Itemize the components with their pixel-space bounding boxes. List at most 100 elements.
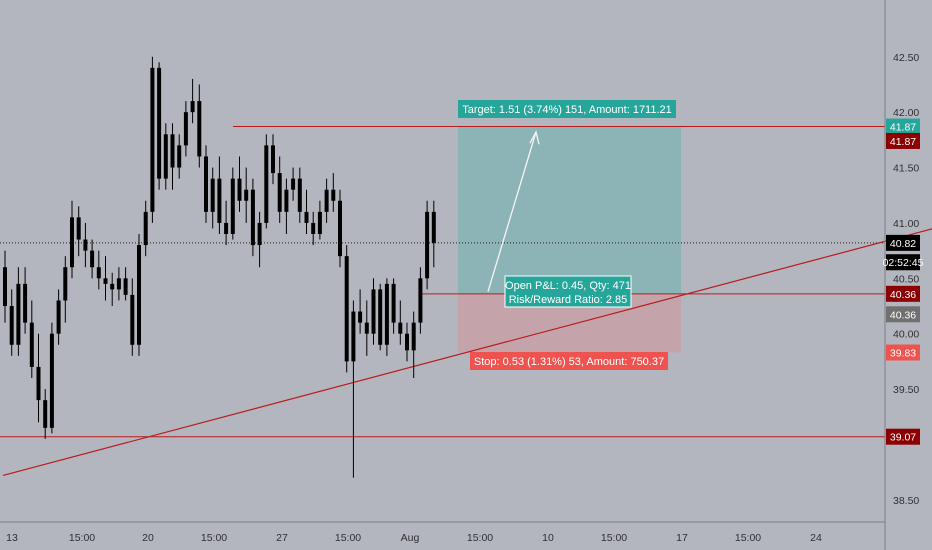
candle-body[interactable]: [150, 67, 155, 212]
candle-body[interactable]: [9, 306, 14, 345]
candle-body[interactable]: [90, 250, 95, 268]
price-tick-label: 38.50: [893, 495, 919, 507]
candle-body[interactable]: [405, 333, 409, 351]
candle-body[interactable]: [16, 283, 21, 345]
candle-body[interactable]: [3, 267, 7, 306]
time-tick-label: 24: [810, 532, 822, 544]
candle-body[interactable]: [284, 189, 289, 212]
price-badge: [886, 285, 920, 302]
candle-body[interactable]: [23, 283, 28, 323]
rr-label: Risk/Reward Ratio: 2.85: [509, 294, 628, 306]
candle-body[interactable]: [29, 322, 34, 367]
target-label-box: [458, 100, 676, 118]
time-tick-label: 15:00: [601, 532, 627, 544]
candle-body[interactable]: [36, 366, 41, 401]
price-tick-label: 40.50: [893, 273, 919, 285]
price-badge: [886, 234, 920, 251]
candle-body[interactable]: [250, 189, 255, 246]
candle-body[interactable]: [63, 267, 68, 301]
candle-body[interactable]: [277, 173, 282, 212]
candle-body[interactable]: [378, 289, 383, 345]
stop-label-box: [470, 352, 668, 370]
pnl-label: Open P&L: 0.45, Qty: 471: [505, 280, 631, 292]
pnl-box: [504, 275, 632, 308]
candle-body[interactable]: [291, 178, 296, 190]
time-tick-label: 15:00: [467, 532, 493, 544]
candle-body[interactable]: [224, 222, 229, 234]
candle-body[interactable]: [271, 145, 275, 174]
price-tick-label: 41.50: [893, 163, 919, 175]
candle-body[interactable]: [170, 134, 175, 168]
price-tick-label: 41.00: [893, 218, 919, 230]
candle-body[interactable]: [418, 278, 423, 323]
trend-line[interactable]: [2, 214, 932, 477]
candle-body[interactable]: [398, 322, 403, 334]
candle-body[interactable]: [344, 256, 349, 362]
price-badge-label: 41.87: [890, 136, 916, 148]
time-tick-label: 15:00: [335, 532, 361, 544]
candle-body[interactable]: [123, 278, 128, 295]
candle-body[interactable]: [371, 289, 376, 334]
price-badge-label: 40.36: [890, 289, 916, 301]
candle-body[interactable]: [431, 211, 436, 243]
candle-body[interactable]: [311, 222, 316, 234]
candle-body[interactable]: [190, 101, 195, 113]
candle-body[interactable]: [157, 67, 162, 179]
candle-body[interactable]: [425, 211, 430, 279]
candle-body[interactable]: [130, 294, 135, 345]
candle-body[interactable]: [358, 311, 363, 323]
candle-body[interactable]: [43, 400, 48, 428]
candle-body[interactable]: [110, 283, 115, 290]
price-badge-label: 39.83: [890, 348, 916, 360]
profit-zone[interactable]: [458, 126, 681, 294]
price-badge: [886, 428, 920, 445]
candle-body[interactable]: [76, 217, 81, 240]
candle-body[interactable]: [103, 278, 108, 284]
candle-body[interactable]: [264, 145, 269, 223]
candle-body[interactable]: [116, 278, 121, 290]
candle-body[interactable]: [324, 189, 329, 212]
candle-body[interactable]: [197, 101, 202, 157]
candle-body[interactable]: [143, 211, 148, 246]
price-badge-label: 02:52:45: [883, 257, 924, 269]
price-badge-label: 41.87: [890, 122, 916, 134]
candle-body[interactable]: [331, 189, 336, 201]
candle-body[interactable]: [237, 178, 242, 201]
candle-body[interactable]: [351, 311, 356, 362]
projection-arrow: [487, 131, 537, 292]
candle-body[interactable]: [204, 156, 208, 212]
time-tick-label: Aug: [401, 532, 420, 544]
time-tick-label: 17: [676, 532, 688, 544]
candle-body[interactable]: [70, 217, 74, 268]
candle-body[interactable]: [177, 145, 182, 168]
target-label: Target: 1.51 (3.74%) 151, Amount: 1711.2…: [462, 104, 672, 116]
candle-body[interactable]: [96, 267, 101, 279]
candle-body[interactable]: [137, 245, 141, 345]
price-tick-label: 42.00: [893, 107, 919, 119]
candle-body[interactable]: [244, 189, 249, 201]
candle-body[interactable]: [230, 178, 235, 234]
projection-arrowhead: [529, 130, 540, 145]
price-tick-label: 42.50: [893, 52, 919, 64]
candle-body[interactable]: [183, 112, 188, 146]
candle-body[interactable]: [83, 239, 88, 251]
candle-body[interactable]: [304, 211, 309, 223]
candle-body[interactable]: [257, 222, 262, 246]
candle-body[interactable]: [391, 283, 396, 323]
candle-body[interactable]: [384, 283, 389, 345]
candle-body[interactable]: [56, 300, 61, 334]
candle-body[interactable]: [297, 178, 302, 212]
candle-body[interactable]: [338, 200, 342, 257]
time-tick-label: 27: [276, 532, 288, 544]
candle-body[interactable]: [49, 333, 54, 428]
candle-body[interactable]: [317, 211, 322, 234]
candle-body[interactable]: [364, 322, 369, 334]
candle-body[interactable]: [217, 178, 222, 223]
candle-body[interactable]: [163, 134, 168, 179]
time-tick-label: 15:00: [201, 532, 227, 544]
candle-body[interactable]: [210, 178, 215, 212]
candle-body[interactable]: [411, 322, 416, 351]
price-tick-label: 40.00: [893, 329, 919, 341]
